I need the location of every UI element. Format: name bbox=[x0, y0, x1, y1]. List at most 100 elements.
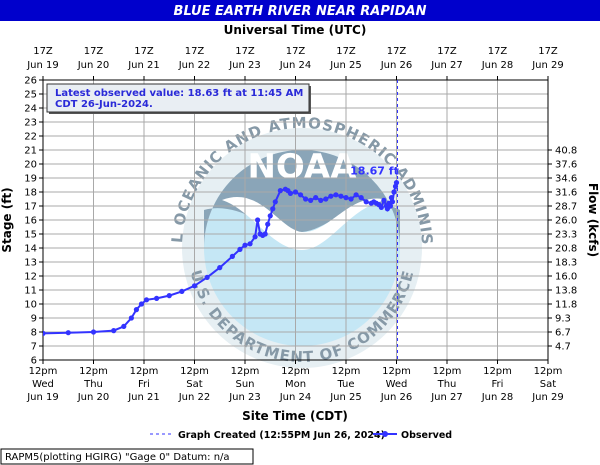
time-tick-weekday: Sat bbox=[540, 379, 556, 390]
stage-tick-label: 10 bbox=[24, 300, 37, 311]
utc-tick-date: Jun 25 bbox=[329, 60, 362, 71]
latest-note-line1: Latest observed value: 18.63 ft at 11:45… bbox=[55, 88, 303, 99]
time-tick-date: Jun 23 bbox=[228, 392, 261, 403]
time-tick-hour: 12pm bbox=[332, 366, 361, 377]
flow-tick-label: 40.8 bbox=[555, 146, 577, 157]
stage-tick-label: 11 bbox=[24, 286, 37, 297]
time-tick-date: Jun 27 bbox=[430, 392, 463, 403]
time-tick-hour: 12pm bbox=[281, 366, 310, 377]
observed-point bbox=[333, 192, 339, 198]
observed-point bbox=[242, 242, 248, 248]
flow-tick-label: 13.8 bbox=[555, 286, 577, 297]
flow-tick-label: 28.7 bbox=[555, 202, 577, 213]
latest-value-note: Latest observed value: 18.63 ft at 11:45… bbox=[46, 83, 311, 114]
observed-point bbox=[348, 196, 354, 202]
observed-point bbox=[133, 307, 140, 313]
flow-tick-label: 6.7 bbox=[555, 328, 571, 339]
observed-series-points bbox=[43, 180, 400, 336]
utc-tick-hour: 17Z bbox=[134, 46, 154, 57]
legend-created-label: Graph Created (12:55PM Jun 26, 2024) bbox=[178, 430, 385, 441]
utc-tick-hour: 17Z bbox=[185, 46, 205, 57]
flow-tick-label: 20.8 bbox=[555, 244, 577, 255]
time-tick-weekday: Sun bbox=[235, 379, 254, 390]
observed-point bbox=[237, 246, 243, 252]
time-tick-weekday: Fri bbox=[138, 379, 150, 390]
stage-tick-label: 23 bbox=[24, 118, 37, 129]
flow-tick-label: 26.0 bbox=[555, 216, 577, 227]
stage-tick-label: 13 bbox=[24, 258, 37, 269]
time-tick-hour: 12pm bbox=[433, 366, 462, 377]
utc-tick-date: Jun 20 bbox=[77, 60, 110, 71]
observed-point bbox=[313, 195, 319, 201]
time-tick-hour: 12pm bbox=[29, 366, 58, 377]
time-tick-weekday: Wed bbox=[32, 379, 54, 390]
time-tick-weekday: Fri bbox=[492, 379, 504, 390]
utc-tick-date: Jun 24 bbox=[279, 60, 312, 71]
utc-tick-hour: 17Z bbox=[33, 46, 53, 57]
utc-tick-hour: 17Z bbox=[387, 46, 407, 57]
observed-point bbox=[308, 197, 314, 203]
stage-tick-label: 26 bbox=[24, 76, 37, 87]
observed-point bbox=[358, 195, 364, 201]
observed-point bbox=[303, 196, 309, 202]
stage-axis-title: Stage (ft) bbox=[0, 187, 14, 252]
top-axis-title: Universal Time (UTC) bbox=[224, 23, 367, 37]
observed-point bbox=[65, 330, 71, 336]
time-axis-ticks: 12pm Wed Jun 19 12pm Thu Jun 20 12pm Fri Jun 21 1… bbox=[26, 360, 564, 403]
observed-point bbox=[43, 330, 46, 336]
chart-title: BLUE EARTH RIVER NEAR RAPIDAN bbox=[174, 4, 427, 19]
observed-point bbox=[292, 189, 299, 195]
flow-tick-label: 34.6 bbox=[555, 174, 577, 185]
observed-point bbox=[323, 196, 329, 202]
observed-point bbox=[252, 234, 258, 240]
observed-point bbox=[128, 315, 134, 321]
flow-axis-title: Flow (kcfs) bbox=[586, 183, 600, 257]
time-tick-date: Jun 29 bbox=[531, 392, 564, 403]
time-tick-weekday: Mon bbox=[285, 379, 306, 390]
footer-box bbox=[0, 448, 254, 465]
observed-point bbox=[267, 213, 273, 219]
utc-tick-hour: 17Z bbox=[286, 46, 306, 57]
observed-point bbox=[391, 189, 397, 195]
utc-tick-date: Jun 26 bbox=[380, 60, 413, 71]
utc-tick-date: Jun 21 bbox=[127, 60, 160, 71]
time-tick-weekday: Tue bbox=[336, 379, 354, 390]
observed-point bbox=[204, 274, 210, 280]
observed-point bbox=[387, 203, 394, 209]
stage-tick-label: 9 bbox=[31, 314, 37, 325]
stage-tick-label: 22 bbox=[24, 132, 37, 143]
flow-tick-label: 9.3 bbox=[555, 314, 571, 325]
time-tick-hour: 12pm bbox=[180, 366, 209, 377]
observed-point bbox=[389, 199, 396, 205]
observed-point bbox=[217, 265, 223, 271]
observed-point bbox=[191, 283, 198, 289]
utc-tick-date: Jun 28 bbox=[481, 60, 514, 71]
chart-grid bbox=[42, 79, 549, 361]
stage-tick-label: 20 bbox=[24, 160, 37, 171]
time-tick-hour: 12pm bbox=[79, 366, 108, 377]
observed-point bbox=[111, 328, 117, 334]
stage-tick-label: 7 bbox=[31, 342, 37, 353]
observed-point bbox=[388, 195, 395, 201]
noaa-watermark-center: NOAA bbox=[247, 147, 357, 187]
time-tick-hour: 12pm bbox=[130, 366, 159, 377]
flow-tick-label: 18.3 bbox=[555, 258, 577, 269]
flow-tick-label: 31.6 bbox=[555, 188, 577, 199]
legend-observed-swatch-dot bbox=[382, 431, 388, 437]
utc-tick-hour: 17Z bbox=[538, 46, 558, 57]
flow-tick-label: 4.7 bbox=[555, 342, 571, 353]
time-tick-date: Jun 26 bbox=[380, 392, 413, 403]
observed-point bbox=[297, 192, 304, 198]
legend-observed-label: Observed bbox=[401, 430, 452, 441]
footer-text: RAPM5(plotting HGIRG) "Gage 0" Datum: n/… bbox=[5, 452, 230, 463]
observed-point bbox=[265, 221, 271, 227]
observed-point bbox=[378, 204, 384, 210]
time-axis-title: Site Time (CDT) bbox=[242, 409, 348, 423]
stage-axis-ticks: 6 7 8 9 10 11 12 13 14 15 16 17 18 19 20 21 22 23 24 25 26 bbox=[24, 76, 43, 367]
observed-point bbox=[138, 301, 145, 307]
utc-tick-date: Jun 22 bbox=[178, 60, 211, 71]
stage-tick-label: 18 bbox=[24, 188, 37, 199]
observed-point bbox=[255, 217, 261, 223]
utc-tick-hour: 17Z bbox=[437, 46, 457, 57]
